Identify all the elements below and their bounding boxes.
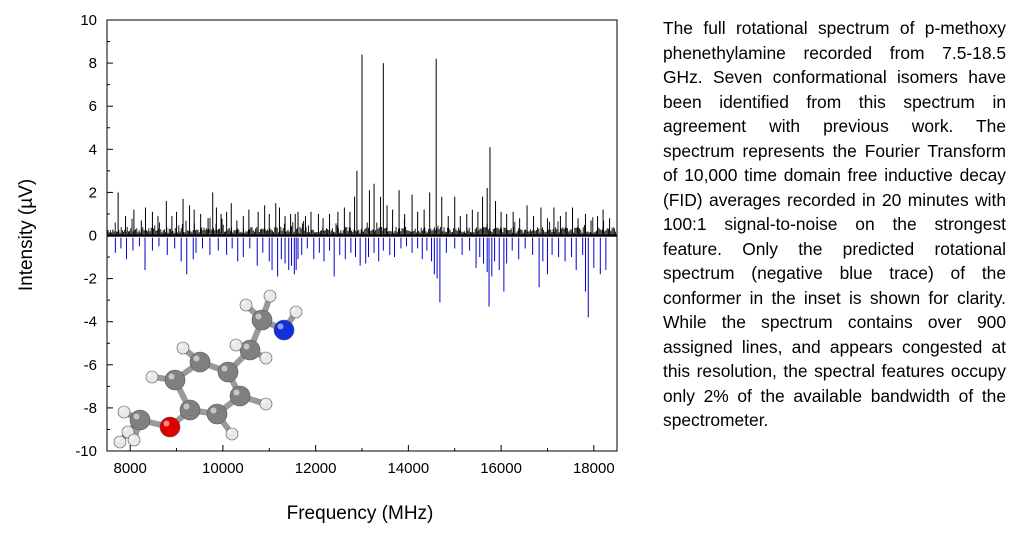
hydrogen-atom bbox=[259, 351, 273, 365]
carbon-atom bbox=[179, 399, 201, 421]
x-axis-title: Frequency (MHz) bbox=[287, 503, 434, 524]
atom-highlight bbox=[277, 323, 284, 330]
oxygen-atom bbox=[159, 416, 181, 438]
carbon-atom bbox=[129, 409, 151, 431]
atom-spheres bbox=[113, 289, 303, 449]
hydrogen-atom bbox=[263, 289, 277, 303]
atom-highlight bbox=[133, 413, 140, 420]
carbon-atom bbox=[251, 309, 273, 331]
atom-highlight bbox=[116, 438, 120, 442]
hydrogen-atom bbox=[145, 370, 159, 384]
atom-highlight bbox=[255, 313, 262, 320]
hydrogen-atom bbox=[289, 305, 303, 319]
y-tick-label: 10 bbox=[80, 12, 97, 29]
nitrogen-atom bbox=[273, 319, 295, 341]
hydrogen-atom bbox=[117, 405, 131, 419]
hydrogen-atom bbox=[176, 341, 190, 355]
atom-highlight bbox=[221, 365, 228, 372]
molecule-inset bbox=[113, 289, 303, 449]
atom-highlight bbox=[193, 355, 200, 362]
y-axis: 10 8 6 4 2 0 -2 -4 -6 -8 -10 bbox=[75, 12, 113, 460]
hydrogen-atom bbox=[225, 427, 239, 441]
y-tick-label: 0 bbox=[89, 228, 97, 245]
y-tick-label: 2 bbox=[89, 184, 97, 201]
x-tick-label: 16000 bbox=[480, 460, 522, 477]
y-tick-label: -6 bbox=[84, 357, 97, 374]
atom-highlight bbox=[262, 354, 266, 358]
spectrum-chart: 10 8 6 4 2 0 -2 -4 -6 -8 -10 8000 10000 12000 14000 16… bbox=[16, 12, 618, 524]
atom-highlight bbox=[292, 308, 296, 312]
x-axis: 8000 10000 12000 14000 16000 18000 bbox=[106, 445, 615, 477]
atom-highlight bbox=[262, 400, 266, 404]
noise-band bbox=[107, 217, 617, 237]
series-0 bbox=[117, 54, 611, 234]
y-axis-title: Intensity (µV) bbox=[16, 179, 37, 291]
atom-highlight bbox=[243, 343, 250, 350]
hydrogen-atom bbox=[259, 397, 273, 411]
atom-highlight bbox=[130, 436, 134, 440]
atom-highlight bbox=[232, 341, 236, 345]
y-tick-label: -10 bbox=[75, 443, 97, 460]
y-tick-label: -2 bbox=[84, 271, 97, 288]
atom-highlight bbox=[120, 408, 124, 412]
x-tick-label: 18000 bbox=[573, 460, 615, 477]
atom-highlight bbox=[179, 344, 183, 348]
y-tick-label: 8 bbox=[89, 55, 97, 72]
atom-highlight bbox=[168, 373, 175, 380]
carbon-atom bbox=[229, 385, 251, 407]
carbon-atom bbox=[239, 339, 261, 361]
x-tick-label: 10000 bbox=[202, 460, 244, 477]
figure-caption: The full rotational spectrum of p-methox… bbox=[663, 18, 1006, 430]
y-tick-label: -4 bbox=[84, 314, 97, 331]
hydrogen-atom bbox=[113, 435, 127, 449]
x-tick-label: 8000 bbox=[113, 460, 146, 477]
atom-highlight bbox=[183, 403, 190, 410]
atom-highlight bbox=[242, 301, 246, 305]
atom-highlight bbox=[148, 373, 152, 377]
series-1 bbox=[114, 237, 607, 318]
atom-highlight bbox=[266, 292, 270, 296]
y-tick-label: 6 bbox=[89, 98, 97, 115]
y-tick-label: -8 bbox=[84, 400, 97, 417]
atom-highlight bbox=[233, 389, 240, 396]
carbon-atom bbox=[164, 369, 186, 391]
x-tick-label: 14000 bbox=[388, 460, 430, 477]
x-tick-label: 12000 bbox=[295, 460, 337, 477]
atom-highlight bbox=[228, 430, 232, 434]
series-layer bbox=[114, 54, 611, 318]
carbon-atom bbox=[206, 403, 228, 425]
atom-highlight bbox=[163, 420, 170, 427]
hydrogen-atom bbox=[127, 433, 141, 447]
hydrogen-atom bbox=[229, 338, 243, 352]
carbon-atom bbox=[217, 361, 239, 383]
y-tick-label: 4 bbox=[89, 141, 97, 158]
carbon-atom bbox=[189, 351, 211, 373]
atom-highlight bbox=[210, 407, 217, 414]
atom-highlight bbox=[124, 428, 128, 432]
hydrogen-atom bbox=[239, 298, 253, 312]
